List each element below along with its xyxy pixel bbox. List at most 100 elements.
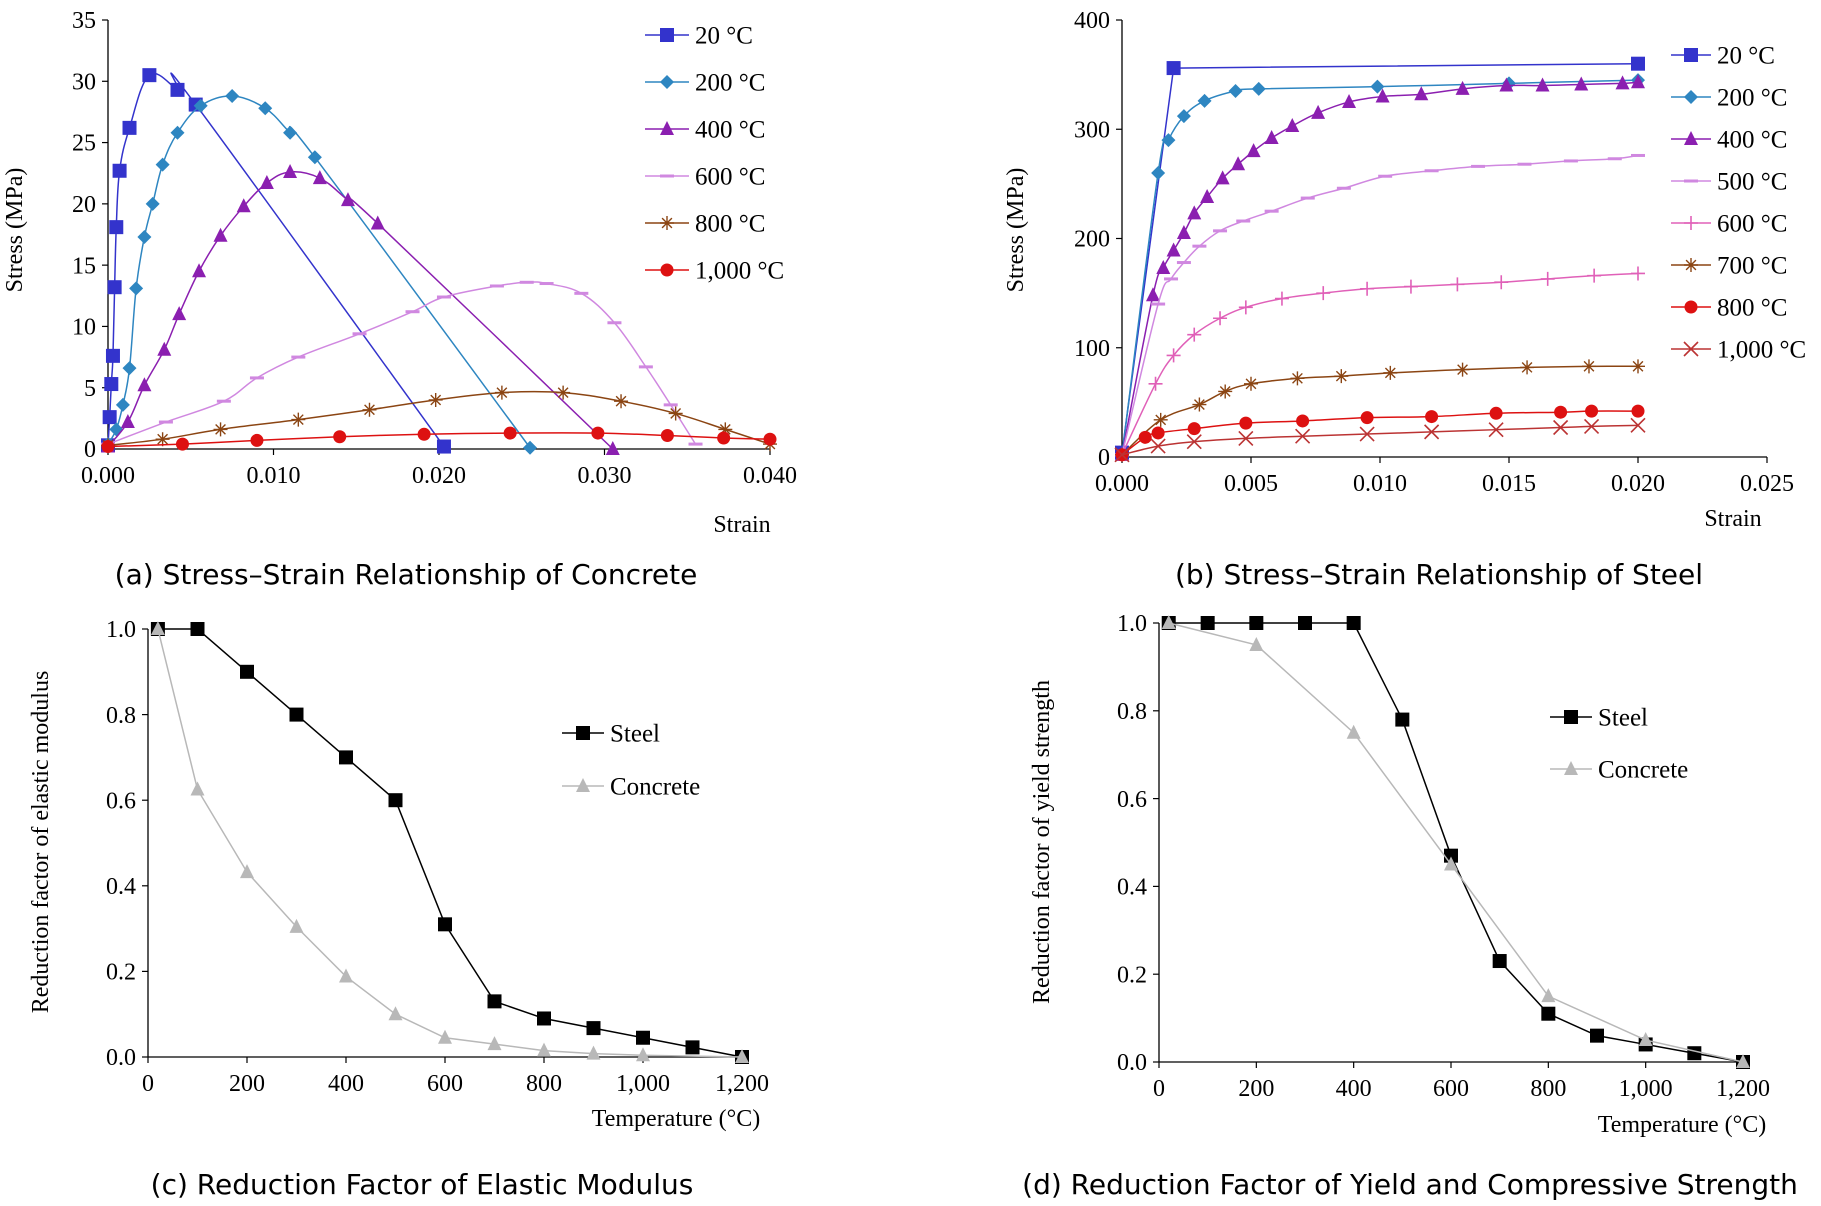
chart-a-series-2-point <box>312 170 327 185</box>
chart-a-series-0-point <box>170 82 185 97</box>
chart-b-series-1 <box>1115 73 1645 462</box>
chart-a-legend-label: 20 °C <box>695 23 753 50</box>
chart-b-series-0-point <box>1166 61 1181 76</box>
chart-b-x-axis-label: Strain <box>1704 506 1761 532</box>
chart-a-x-tick-label: 0.020 <box>412 463 466 489</box>
chart-b-series-4-point <box>1316 286 1331 301</box>
chart-a-y-tick-label: 20 <box>72 192 96 218</box>
chart-c-y-tick-label: 0.6 <box>106 788 136 814</box>
chart-a-y-tick-label: 5 <box>84 376 96 402</box>
chart-a-series-4-point <box>362 402 377 417</box>
chart-b-series-2-point <box>1455 80 1470 95</box>
chart-a-series-0-point <box>105 348 120 363</box>
chart-b-y-tick-label: 100 <box>1074 336 1110 362</box>
chart-a-series-1-point <box>225 88 240 103</box>
chart-a-legend-marker <box>660 28 674 42</box>
chart-a-legend-label: 400 °C <box>695 117 765 144</box>
chart-b-legend-marker <box>1684 216 1698 230</box>
chart-d-legend: Steel Concrete <box>1550 705 1688 784</box>
chart-b-series-4-point <box>1238 300 1253 315</box>
chart-b-series-4-point <box>1494 275 1509 290</box>
chart-a-legend-item: 20 °C <box>645 23 753 50</box>
chart-a-legend-marker <box>660 75 674 89</box>
chart-b-series-7-point <box>1114 447 1130 463</box>
chart-b-legend-item: 800 °C <box>1671 295 1787 322</box>
chart-a-x-tick-label: 0.010 <box>247 463 301 489</box>
chart-b-y-axis-label: Stress (MPa) <box>1003 168 1029 293</box>
chart-d-series-1-point <box>1541 988 1556 1003</box>
chart-d-legend-label: Steel <box>1598 705 1648 732</box>
chart-a-series-1-point <box>145 196 160 211</box>
chart-a-series-5-line <box>107 432 771 448</box>
chart-a-series-5-point <box>417 427 431 441</box>
chart-a-series-2-point <box>236 198 251 213</box>
chart-c-y-tick-label: 1.0 <box>106 617 136 643</box>
chart-b-series-6-point <box>1296 414 1310 428</box>
chart-b-series-2-point <box>1285 117 1300 132</box>
chart-c-series-0-point <box>487 994 502 1009</box>
chart-c-x-tick-label: 800 <box>526 1071 562 1097</box>
caption-a: (a) Stress–Strain Relationship of Concre… <box>114 558 698 591</box>
chart-d-x-tick-label: 200 <box>1238 1076 1274 1102</box>
chart-a-series-0 <box>101 68 451 454</box>
chart-b-x-tick-label: 0.015 <box>1482 471 1536 497</box>
chart-a-series-1-point <box>170 125 185 140</box>
chart-d-series-1-point <box>1736 1054 1750 1068</box>
chart-a-series-3-line <box>107 281 697 445</box>
chart-c-x-tick-label: 200 <box>229 1071 265 1097</box>
chart-d-y-tick-label: 0.8 <box>1117 699 1147 725</box>
chart-c-series-1-point <box>438 1029 452 1044</box>
chart-b-series-4-point <box>1631 266 1645 281</box>
chart-a-series-2-point <box>213 227 228 242</box>
chart-a-series-4-point <box>668 406 683 421</box>
chart-d-series-1-point <box>1161 615 1176 629</box>
chart-b-series-7 <box>1114 417 1646 463</box>
chart-b-legend-label: 500 °C <box>1717 169 1787 196</box>
chart-b-series-4-point <box>1274 291 1289 306</box>
chart-b-series-5-point <box>1455 362 1470 377</box>
chart-d-y-tick-label: 0.2 <box>1117 962 1147 988</box>
chart-b-series-2-point <box>1264 129 1279 144</box>
chart-b-series-1-point <box>1228 84 1243 99</box>
chart-b-axes: 0 100 200 300 400 0.000 0.005 0.010 0.015 0.020 0.… <box>1074 8 1794 497</box>
chart-a-series-1-point <box>307 150 322 165</box>
chart-a-series-5-point <box>503 426 517 440</box>
chart-a-axes: 0 5 10 15 20 25 30 35 0.000 0.010 0.020 0.030 0.040 <box>72 8 797 489</box>
chart-a-series-5-point <box>333 430 347 444</box>
chart-b-series-4-point <box>1450 277 1465 292</box>
chart-a-series-0-point <box>122 120 137 135</box>
chart-d-series-0-point <box>1590 1028 1604 1043</box>
chart-a-series-0-point <box>104 377 119 392</box>
chart-b-legend-label: 600 °C <box>1717 211 1787 238</box>
chart-c-series-1-point <box>150 621 165 635</box>
chart-b-legend-item: 1,000 °C <box>1671 337 1806 364</box>
chart-d-y-tick-label: 0.4 <box>1117 875 1147 901</box>
chart-c-series-1-point <box>190 781 205 796</box>
chart-a-series-5-point <box>763 432 777 446</box>
chart-a-series-1-point <box>258 101 273 116</box>
chart-a-series-2-point <box>120 414 135 429</box>
chart-a-series-4-point <box>494 385 509 400</box>
chart-b-series-2-point <box>1414 86 1429 101</box>
chart-a-y-tick-label: 30 <box>72 69 96 95</box>
chart-c-series-0-point <box>289 707 304 722</box>
chart-c-x-tick-label: 0 <box>142 1071 154 1097</box>
chart-b-series-6 <box>1115 404 1645 462</box>
chart-c-series-1-line <box>157 628 743 1058</box>
chart-b-x-tick-label: 0.005 <box>1224 471 1278 497</box>
chart-d-x-tick-label: 1,000 <box>1619 1076 1673 1102</box>
chart-c-series-0-point <box>388 793 403 808</box>
chart-a-series-1-line <box>107 95 531 449</box>
chart-a-plot: 0 5 10 15 20 25 30 35 0.000 0.010 0.020 0.030 0.040 S… <box>2 8 797 538</box>
chart-d-y-tick-label: 0.6 <box>1117 787 1147 813</box>
chart-a-x-tick-label: 0.040 <box>743 463 797 489</box>
chart-b-legend-label: 400 °C <box>1717 127 1787 154</box>
chart-a-legend-item: 200 °C <box>645 70 765 97</box>
chart-a-series-0-point <box>436 439 451 454</box>
chart-a-series-2-point <box>192 263 207 278</box>
chart-b-series-2-point <box>1145 287 1160 302</box>
chart-a-y-tick-label: 25 <box>72 131 96 157</box>
chart-a-series-0-point <box>102 410 117 425</box>
chart-a-series-2-line <box>107 171 614 450</box>
